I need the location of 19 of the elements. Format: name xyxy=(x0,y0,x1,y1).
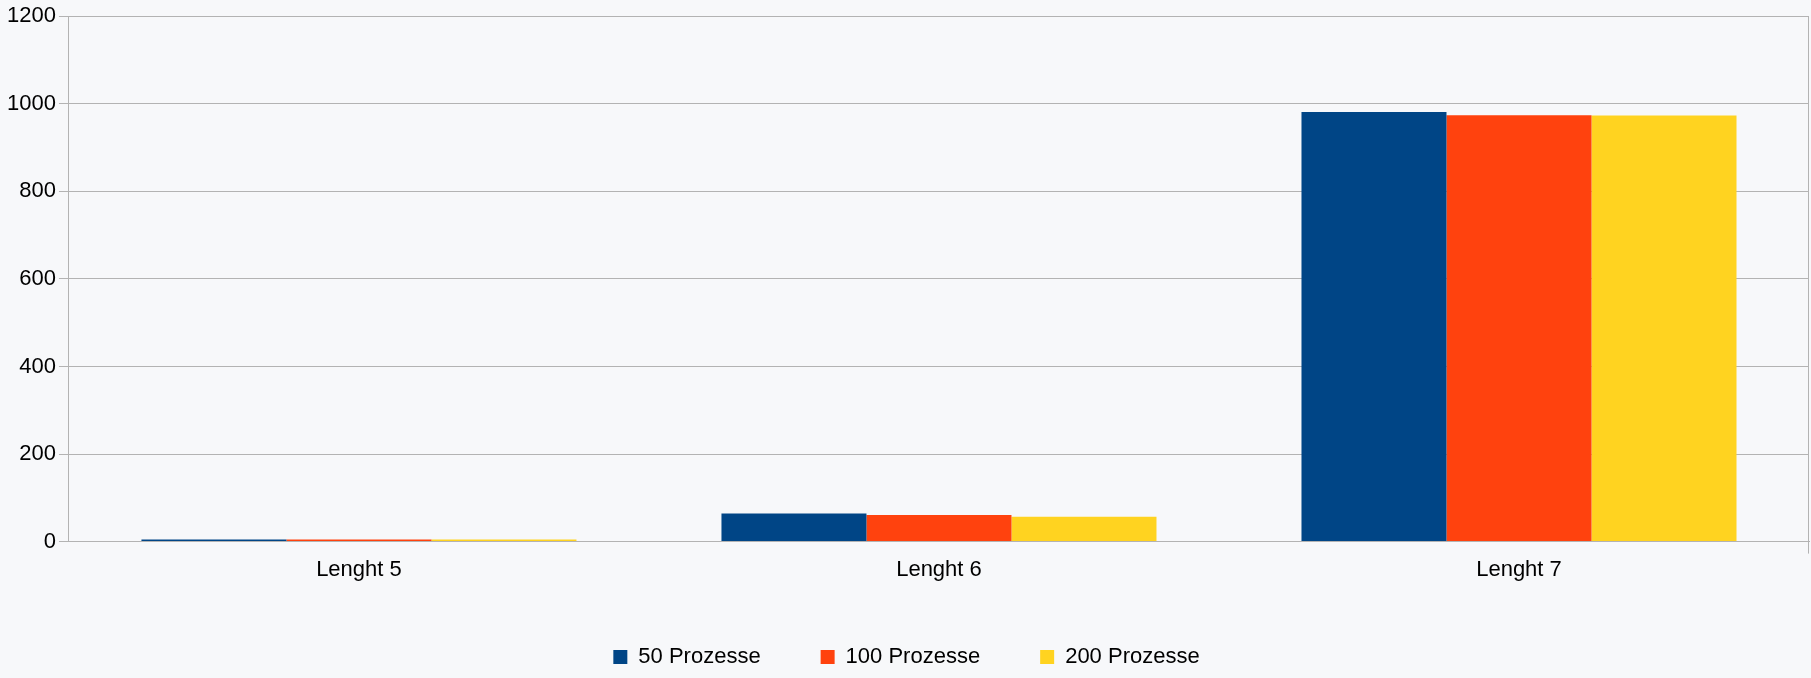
y-tick-label: 1200 xyxy=(6,2,56,28)
bar xyxy=(866,514,1012,542)
legend-label: 200 Prozesse xyxy=(1065,643,1200,669)
bar xyxy=(1301,112,1447,542)
x-tick-label: Lenght 5 xyxy=(316,555,402,581)
bar xyxy=(721,513,867,542)
y-tick-label: 0 xyxy=(43,527,56,553)
y-tick-label: 200 xyxy=(19,440,56,466)
y-tick-label: 800 xyxy=(19,177,56,203)
legend-label: 100 Prozesse xyxy=(845,643,981,669)
bar xyxy=(1591,115,1737,542)
y-tick-label: 1000 xyxy=(6,89,56,115)
bar xyxy=(1446,115,1592,542)
x-tick-label: Lenght 7 xyxy=(1476,555,1562,581)
legend-label: 50 Prozesse xyxy=(638,643,761,669)
y-tick-label: 400 xyxy=(19,352,56,378)
x-tick-label: Lenght 6 xyxy=(896,555,982,581)
y-tick-label: 600 xyxy=(19,264,56,290)
bar xyxy=(1011,516,1157,542)
